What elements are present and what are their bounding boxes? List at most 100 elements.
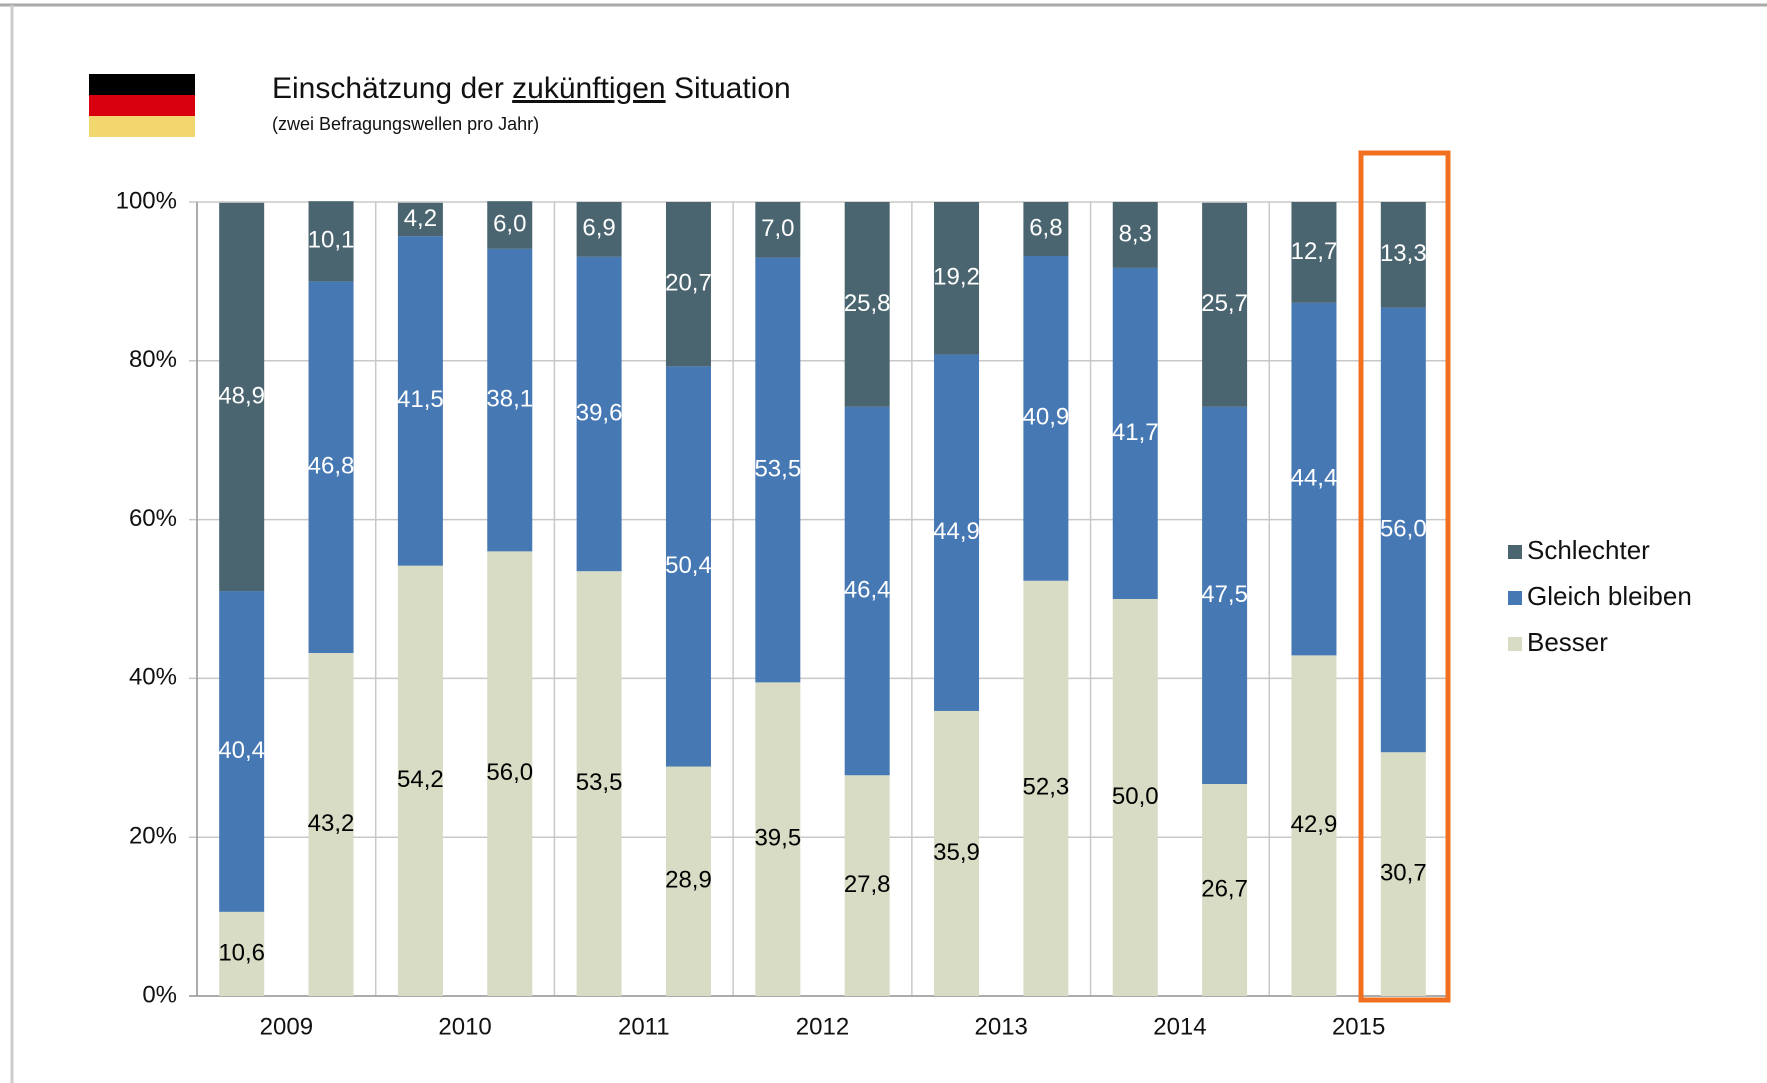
- chart-subtitle: (zwei Befragungswellen pro Jahr): [272, 114, 539, 134]
- bar-segment: [397, 236, 443, 566]
- bar-segment: [487, 201, 533, 249]
- bar-segment: [1202, 202, 1248, 407]
- data-label: 56,0: [486, 759, 533, 786]
- data-label: 41,5: [397, 386, 444, 413]
- y-tick-label: 0%: [142, 981, 177, 1008]
- legend-label: Schlechter: [1527, 535, 1650, 565]
- x-group-label: 2009: [260, 1013, 313, 1040]
- title-part: Einschätzung der: [272, 72, 512, 105]
- data-label: 42,9: [1291, 811, 1338, 838]
- y-tick-label: 80%: [129, 346, 177, 373]
- bar-segment: [219, 911, 265, 996]
- bar-segment: [755, 257, 801, 683]
- data-label: 38,1: [486, 385, 533, 412]
- data-label: 44,4: [1291, 464, 1338, 491]
- bar-segment: [665, 366, 711, 767]
- bar-segment: [308, 652, 354, 996]
- bar-segment: [1291, 655, 1337, 996]
- bar-segment: [576, 256, 622, 572]
- legend-swatch: [1508, 591, 1522, 605]
- bar-segment: [1202, 406, 1248, 785]
- x-group-label: 2012: [796, 1013, 849, 1040]
- data-label: 6,0: [493, 210, 526, 237]
- bar-segment: [1023, 255, 1069, 581]
- bar-segment: [1112, 599, 1158, 996]
- legend-swatch: [1508, 545, 1522, 559]
- bar-segment: [755, 202, 801, 258]
- bar-segment: [1023, 580, 1069, 996]
- data-label: 19,2: [933, 264, 980, 291]
- flag-red: [89, 95, 195, 116]
- bar-segment: [1380, 202, 1426, 308]
- bar-segment: [665, 766, 711, 996]
- data-label: 12,7: [1291, 238, 1338, 265]
- bar-segment: [576, 571, 622, 996]
- bar-segment: [844, 202, 890, 407]
- data-label: 26,7: [1201, 875, 1248, 902]
- bar-segment: [397, 202, 443, 237]
- title-part: Situation: [666, 72, 791, 105]
- bar-segment: [844, 406, 890, 776]
- flag-gold: [89, 116, 195, 137]
- data-label: 52,3: [1023, 774, 1070, 801]
- y-tick-label: 20%: [129, 823, 177, 850]
- data-label: 50,0: [1112, 783, 1159, 810]
- bar-segment: [219, 591, 265, 912]
- x-group-label: 2013: [975, 1013, 1028, 1040]
- data-label: 48,9: [218, 382, 265, 409]
- data-label: 53,5: [576, 769, 623, 796]
- data-label: 13,3: [1380, 240, 1427, 267]
- data-label: 10,1: [308, 227, 355, 254]
- x-group-label: 2015: [1332, 1013, 1385, 1040]
- x-group-label: 2011: [618, 1013, 670, 1040]
- data-label: 54,2: [397, 766, 444, 793]
- data-label: 46,4: [844, 576, 891, 603]
- bar-segment: [219, 202, 265, 592]
- data-label: 28,9: [665, 867, 712, 894]
- bar-segment: [576, 202, 622, 257]
- flag-black: [89, 74, 195, 95]
- data-label: 10,6: [218, 939, 265, 966]
- data-label: 7,0: [761, 215, 794, 242]
- bar-segment: [755, 682, 801, 996]
- bar-segment: [665, 202, 711, 367]
- bar-segment: [1291, 202, 1337, 303]
- legend-swatch: [1508, 637, 1522, 651]
- data-label: 4,2: [404, 205, 437, 232]
- title-part: zukünftigen: [512, 72, 665, 105]
- bar-segment: [934, 710, 980, 996]
- data-label: 20,7: [665, 270, 712, 297]
- data-label: 8,3: [1119, 220, 1152, 247]
- bar-segment: [934, 202, 980, 355]
- highlight-box: [1358, 150, 1451, 1003]
- bar-segment: [487, 551, 533, 996]
- data-label: 56,0: [1380, 515, 1427, 542]
- bar-segment: [1380, 307, 1426, 753]
- legend-label: Besser: [1527, 627, 1608, 657]
- x-group-label: 2014: [1153, 1013, 1206, 1040]
- bar-segment: [1112, 202, 1158, 268]
- data-label: 40,4: [218, 737, 265, 764]
- data-label: 27,8: [844, 871, 891, 898]
- bar-segment: [844, 775, 890, 996]
- plot: 0% 20% 40% 60% 80% 100% 2009 2010 2011 2012 2013 20…: [116, 187, 1449, 1040]
- data-label: 40,9: [1023, 404, 1070, 431]
- legend-label: Gleich bleiben: [1527, 581, 1692, 611]
- data-label: 53,5: [754, 455, 801, 482]
- data-label: 6,9: [582, 215, 615, 242]
- bar-segment: [1112, 267, 1158, 599]
- data-label: 43,2: [308, 810, 355, 837]
- bar-segment: [397, 565, 443, 996]
- chart-title: Einschätzung der zukünftigen Situation: [272, 72, 791, 105]
- data-label: 41,7: [1112, 419, 1159, 446]
- data-label: 47,5: [1201, 581, 1248, 608]
- bar-segment: [308, 281, 354, 653]
- data-label: 39,5: [754, 825, 801, 852]
- bar-segment: [1023, 202, 1069, 256]
- y-tick-label: 60%: [129, 505, 177, 532]
- y-tick-label: 100%: [116, 187, 177, 214]
- bar-segment: [1291, 302, 1337, 656]
- data-label: 6,8: [1029, 214, 1062, 241]
- data-label: 44,9: [933, 518, 980, 545]
